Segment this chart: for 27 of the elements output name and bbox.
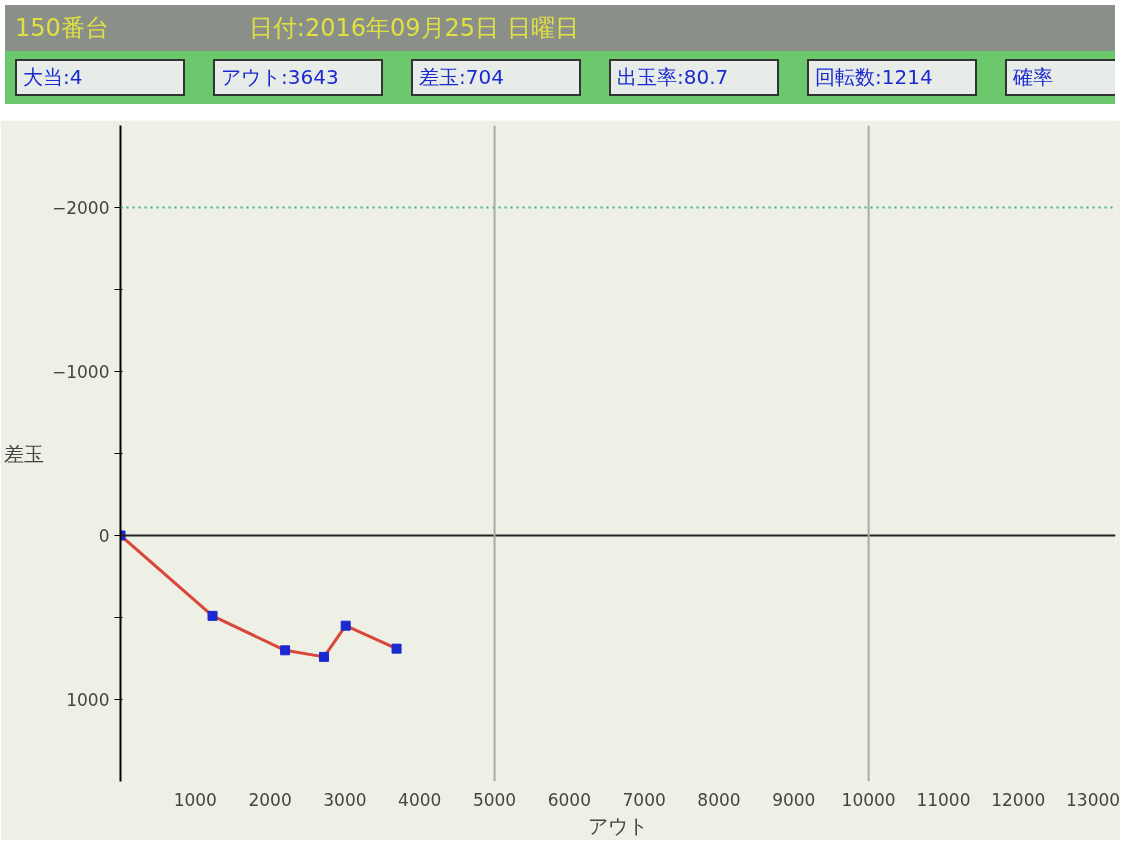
text: 回転数:1214	[807, 59, 977, 96]
y-tick-label: −2000	[51, 198, 110, 218]
x-tick-label: 1000	[173, 789, 217, 810]
text: 大当:4	[15, 59, 185, 96]
y-axis-title: 差玉	[3, 441, 44, 466]
text: 差玉:704	[411, 59, 581, 96]
x-tick-label: 9000	[772, 789, 816, 810]
x-tick-label: 2000	[248, 789, 292, 810]
x-tick-label: 5000	[472, 789, 517, 810]
x-tick-label: 13000	[1066, 789, 1121, 810]
text: アウト:3643	[213, 59, 383, 96]
x-tick-label: 6000	[547, 789, 592, 810]
x-axis-title: アウト	[588, 813, 648, 838]
x-tick-label: 4000	[398, 789, 442, 810]
x-tick-label: 12000	[991, 789, 1046, 810]
text: 確率	[1012, 64, 1054, 92]
chart-title: 150番台	[15, 14, 109, 42]
y-tick-label: 1000	[66, 690, 110, 710]
x-tick-label: 11000	[916, 789, 971, 810]
y-tick-label: −1000	[51, 362, 110, 382]
x-tick-label: 3000	[323, 789, 367, 810]
text: 日付:2016年09月25日 日曜日	[248, 14, 579, 42]
x-tick-label: 7000	[622, 789, 666, 810]
y-tick-label: 0	[98, 526, 110, 546]
x-tick-label: 10000	[841, 789, 896, 810]
x-tick-label: 8000	[697, 789, 741, 810]
text: 出玉率:80.7	[609, 59, 779, 96]
